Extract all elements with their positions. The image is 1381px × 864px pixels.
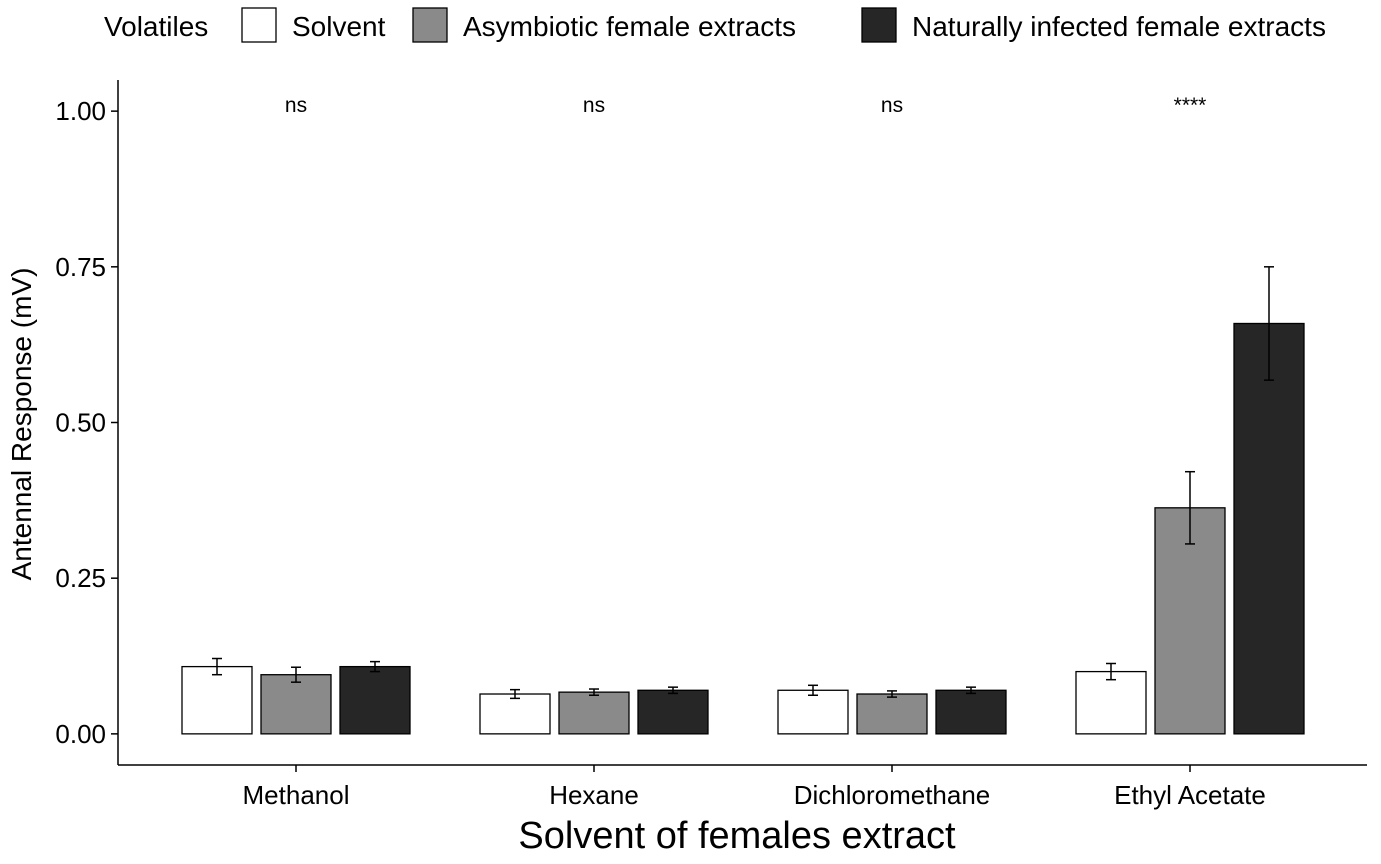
y-tick-label: 0.75 <box>55 252 106 282</box>
x-tick-label: Dichloromethane <box>794 780 991 810</box>
plot-area: ns ns ns **** <box>181 94 1305 735</box>
bar-methanol-asymbiotic-female-extracts <box>260 674 332 735</box>
legend-label: Naturally infected female extracts <box>912 11 1326 42</box>
bar-dichloromethane-asymbiotic-female-extracts <box>856 693 928 735</box>
significance-label: ns <box>583 94 605 117</box>
y-axis: 0.00 0.25 0.50 0.75 1.00 <box>55 80 119 765</box>
bar-dichloromethane-solvent <box>777 689 849 735</box>
bar-ethyl-acetate-naturally-infected-female-extracts <box>1233 322 1305 735</box>
bar-methanol-solvent <box>181 665 253 735</box>
legend-label: Solvent <box>292 11 386 42</box>
y-tick-label: 0.25 <box>55 563 106 593</box>
bar-ethyl-acetate-solvent <box>1075 670 1147 735</box>
significance-label: ns <box>285 94 307 117</box>
y-tick-label: 1.00 <box>55 96 106 126</box>
legend-title: Volatiles <box>104 11 208 42</box>
legend: Volatiles Solvent Asymbiotic female extrac… <box>104 7 1326 43</box>
legend-swatch <box>412 7 448 43</box>
bar-ethyl-acetate-asymbiotic-female-extracts <box>1154 507 1226 735</box>
bar-hexane-naturally-infected-female-extracts <box>637 689 709 735</box>
legend-label: Asymbiotic female extracts <box>463 11 796 42</box>
bar-hexane-asymbiotic-female-extracts <box>558 691 630 735</box>
x-axis: Methanol Hexane Dichloromethane Ethyl Aceta… <box>118 764 1367 810</box>
legend-swatch <box>861 7 897 43</box>
bar-dichloromethane-naturally-infected-female-extracts <box>935 689 1007 735</box>
significance-label: **** <box>1174 94 1207 117</box>
y-tick-label: 0.50 <box>55 408 106 438</box>
x-axis-title: Solvent of females extract <box>518 815 956 857</box>
x-tick-label: Hexane <box>549 780 639 810</box>
x-tick-label: Methanol <box>243 780 350 810</box>
legend-swatch <box>241 7 277 43</box>
y-axis-title: Antennal Response (mV) <box>6 268 37 581</box>
bar-methanol-naturally-infected-female-extracts <box>339 665 411 735</box>
x-tick-label: Ethyl Acetate <box>1114 780 1266 810</box>
y-tick-label: 0.00 <box>55 719 106 749</box>
bar-hexane-solvent <box>479 693 551 735</box>
significance-label: ns <box>881 94 903 117</box>
